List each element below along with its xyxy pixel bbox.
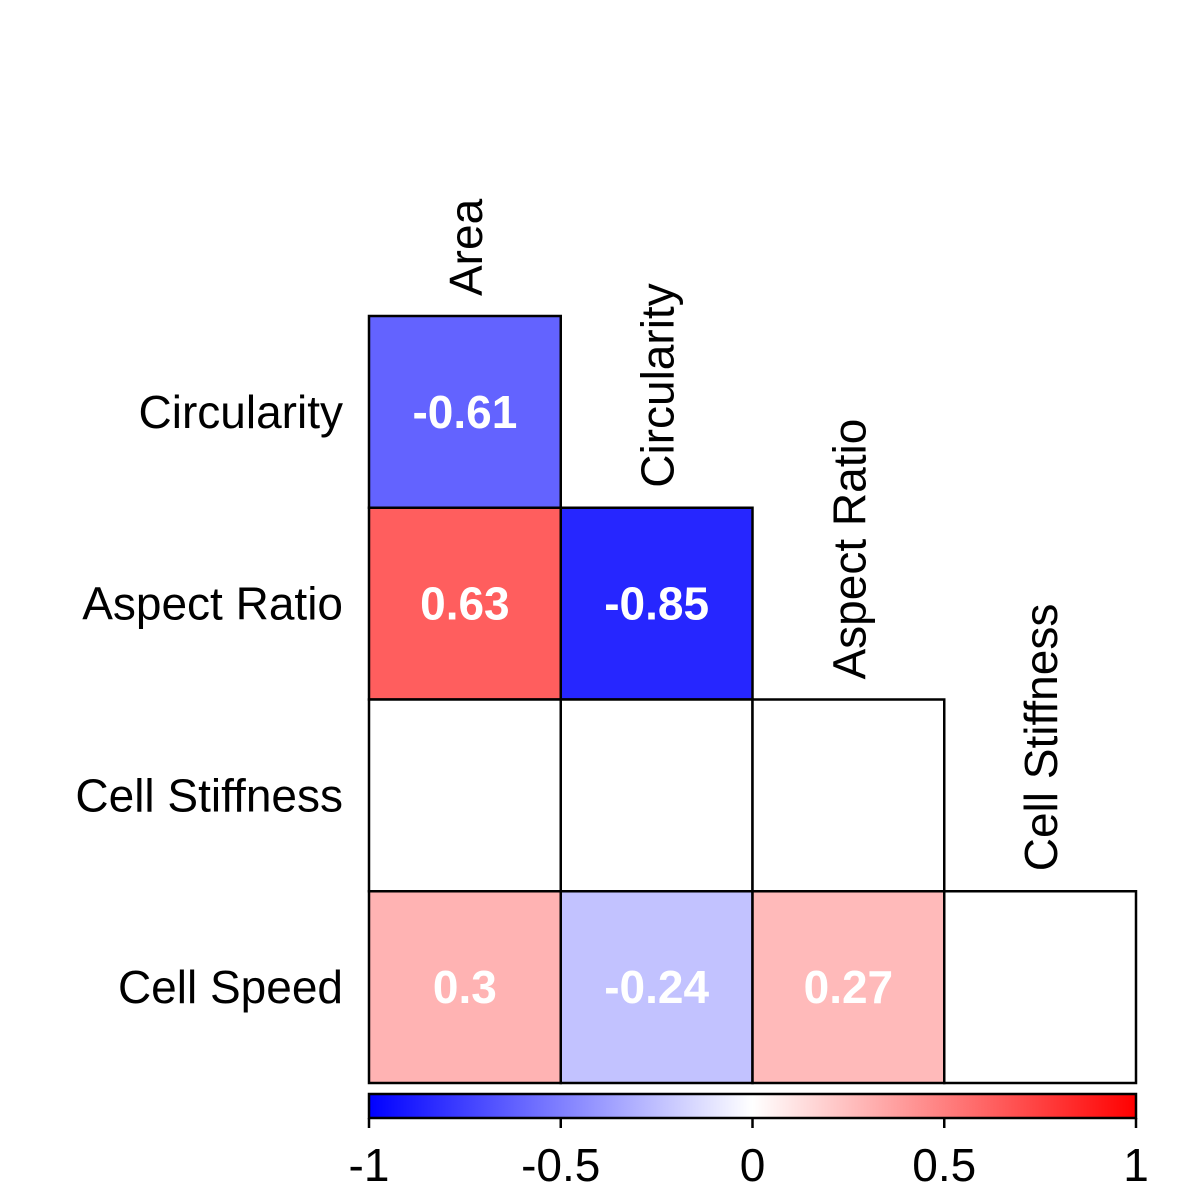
column-labels: Area Circularity Aspect Ratio Cell Stiffnes…	[440, 198, 1067, 871]
row-label-cell-speed: Cell Speed	[118, 961, 343, 1013]
colorbar: -1 -0.5 0 0.5 1	[349, 1092, 1149, 1191]
row-label-cell-stiffness: Cell Stiffness	[75, 769, 343, 821]
colorbar-tick-label: -1	[349, 1139, 390, 1191]
heatmap-cell-circularity-area	[367, 314, 562, 509]
colorbar-bar	[367, 1092, 1138, 1120]
cell-value-label: -0.85	[604, 578, 709, 630]
cell-value-label: -0.24	[604, 961, 709, 1013]
heatmap-cells: -0.61 0.63 -0.85 0.3 -0.24 0.27	[367, 314, 1138, 1085]
cell-value-label: 0.3	[433, 961, 497, 1013]
row-labels: Circularity Aspect Ratio Cell Stiffness Cel…	[75, 386, 343, 1013]
colorbar-tick-label: 1	[1123, 1139, 1149, 1191]
column-label-area: Area	[440, 198, 492, 296]
heatmap-cell-cell-stiffness-area	[367, 698, 562, 893]
heatmap-cell-aspect-ratio-area	[367, 506, 562, 701]
colorbar-tick-label: -0.5	[521, 1139, 600, 1191]
colorbar-tick-label: 0.5	[912, 1139, 976, 1191]
heatmap-cell-cell-stiffness-aspect-ratio	[751, 698, 946, 893]
cell-value-label: -0.61	[412, 386, 517, 438]
heatmap-cell-cell-speed-area	[367, 890, 562, 1085]
cell-value-label: 0.27	[804, 961, 894, 1013]
row-label-circularity: Circularity	[139, 386, 343, 438]
cell-value-label: 0.63	[420, 578, 510, 630]
heatmap-cell-cell-stiffness-circularity	[559, 698, 754, 893]
column-label-cell-stiffness: Cell Stiffness	[1015, 604, 1067, 872]
heatmap-cell-aspect-ratio-circularity	[559, 506, 754, 701]
colorbar-tick-label: 0	[740, 1139, 766, 1191]
column-label-circularity: Circularity	[632, 283, 684, 487]
column-label-aspect-ratio: Aspect Ratio	[823, 419, 875, 680]
row-label-aspect-ratio: Aspect Ratio	[82, 578, 343, 630]
heatmap-cell-cell-speed-cell-stiffness	[943, 890, 1138, 1085]
heatmap-cell-cell-speed-aspect-ratio	[751, 890, 946, 1085]
